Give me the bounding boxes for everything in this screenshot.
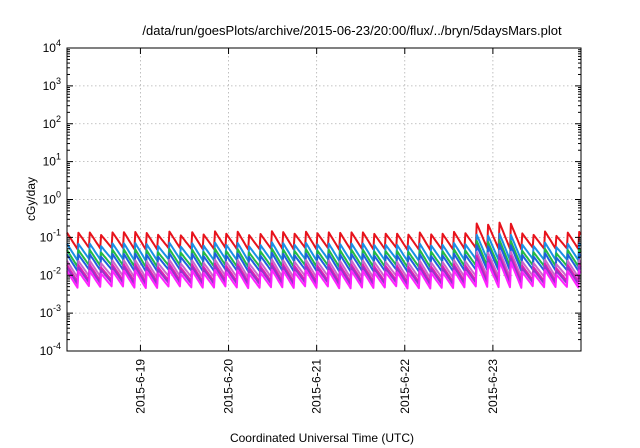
x-tick-label: 2015-6-19: [133, 359, 147, 414]
series-line-8: [66, 260, 582, 290]
grid: [67, 48, 581, 351]
y-tick-label: 10-2: [40, 265, 61, 282]
y-tick-label: 100: [43, 190, 61, 207]
series-line-6: [66, 253, 582, 284]
y-axis-label: cGy/day: [24, 177, 38, 221]
y-tick-label: 101: [43, 152, 61, 169]
x-tick-label: 2015-6-23: [486, 359, 500, 414]
y-tick-label: 104: [43, 38, 61, 55]
series-line-1: [66, 221, 582, 251]
series-line-7: [66, 256, 582, 286]
series-line-2: [66, 232, 582, 263]
x-tick-label: 2015-6-21: [310, 359, 324, 414]
series-group: [66, 221, 582, 290]
series-line-4: [66, 243, 582, 273]
y-axis: 10-4 10-3 10-2 10-1 100 101 102 103 104: [40, 38, 581, 358]
y-tick-label: 103: [43, 76, 61, 93]
y-tick-label: 10-3: [40, 303, 61, 320]
series-line-3: [66, 239, 582, 269]
chart-title: /data/run/goesPlots/archive/2015-06-23/2…: [142, 23, 562, 38]
x-tick-label: 2015-6-20: [222, 359, 236, 414]
series-line-5: [66, 249, 582, 280]
x-axis: 2015-6-19 2015-6-20 2015-6-21 2015-6-22 2015…: [133, 48, 500, 414]
y-tick-label: 10-1: [40, 227, 61, 244]
y-tick-label: 102: [43, 114, 61, 131]
y-tick-label: 10-4: [40, 341, 61, 358]
x-axis-label: Coordinated Universal Time (UTC): [230, 431, 414, 445]
x-tick-label: 2015-6-22: [398, 359, 412, 414]
